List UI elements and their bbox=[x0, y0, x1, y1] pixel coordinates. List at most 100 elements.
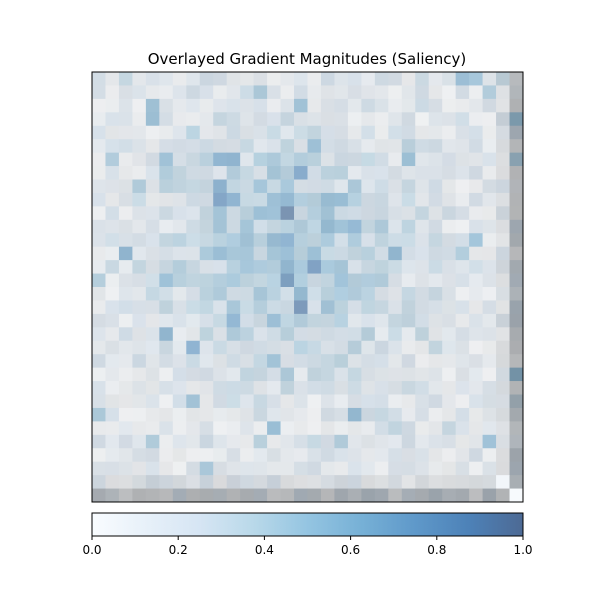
heatmap-cell bbox=[172, 179, 187, 194]
heatmap-cell bbox=[159, 354, 174, 369]
heatmap-cell bbox=[145, 206, 160, 221]
heatmap-cell bbox=[320, 233, 335, 248]
heatmap-cell bbox=[199, 139, 214, 154]
heatmap-cell bbox=[118, 246, 133, 261]
heatmap-cell bbox=[334, 461, 349, 476]
heatmap-cell bbox=[415, 166, 430, 180]
heatmap-cell bbox=[294, 72, 308, 86]
heatmap-cell bbox=[428, 179, 443, 194]
heatmap-cell bbox=[240, 72, 255, 86]
heatmap-cell bbox=[213, 327, 228, 342]
heatmap-cell bbox=[145, 381, 160, 395]
heatmap-cell bbox=[145, 219, 160, 234]
heatmap-cell bbox=[199, 246, 214, 261]
heatmap-cell bbox=[482, 300, 497, 315]
heatmap-cell bbox=[145, 287, 160, 301]
heatmap-cell bbox=[186, 407, 201, 422]
heatmap-cell bbox=[280, 192, 295, 207]
heatmap-cell bbox=[374, 125, 389, 140]
heatmap-cell bbox=[267, 488, 281, 503]
heatmap-cell bbox=[469, 219, 483, 234]
heatmap-cell bbox=[307, 421, 322, 436]
heatmap-cell bbox=[92, 192, 106, 207]
heatmap-cell bbox=[428, 313, 443, 328]
heatmap-cell bbox=[428, 260, 443, 274]
heatmap-cell bbox=[455, 488, 470, 503]
heatmap-cell bbox=[509, 300, 524, 315]
heatmap-cell bbox=[388, 139, 403, 154]
heatmap-cell bbox=[509, 139, 524, 154]
heatmap-cell bbox=[496, 421, 510, 436]
heatmap-cell bbox=[509, 72, 524, 86]
heatmap-cell bbox=[105, 475, 120, 489]
heatmap-cell bbox=[92, 313, 106, 328]
heatmap-cell bbox=[361, 407, 376, 422]
heatmap-cell bbox=[253, 166, 268, 180]
heatmap-cell bbox=[159, 98, 174, 113]
heatmap-cell bbox=[415, 300, 430, 315]
heatmap-cell bbox=[496, 72, 510, 86]
heatmap-cell bbox=[415, 152, 430, 167]
heatmap-cell bbox=[118, 340, 133, 355]
heatmap-cell bbox=[374, 85, 389, 100]
heatmap-cell bbox=[280, 112, 295, 127]
heatmap-cell bbox=[415, 421, 430, 436]
heatmap-cell bbox=[334, 246, 349, 261]
heatmap-cell bbox=[92, 260, 106, 274]
heatmap-cell bbox=[455, 461, 470, 476]
heatmap-cell bbox=[361, 179, 376, 194]
heatmap-cell bbox=[428, 367, 443, 382]
heatmap-cell bbox=[294, 206, 308, 221]
heatmap-cell bbox=[509, 421, 524, 436]
heatmap-cell bbox=[159, 260, 174, 274]
heatmap-cell bbox=[105, 206, 120, 221]
heatmap-cell bbox=[240, 313, 255, 328]
heatmap-cell bbox=[496, 448, 510, 463]
heatmap-cell bbox=[267, 407, 281, 422]
heatmap-cell bbox=[132, 475, 147, 489]
heatmap-cell bbox=[159, 475, 174, 489]
heatmap-cell bbox=[240, 354, 255, 369]
heatmap-cell bbox=[415, 461, 430, 476]
heatmap-cell bbox=[428, 112, 443, 127]
heatmap-cell bbox=[361, 139, 376, 154]
heatmap-cell bbox=[347, 85, 362, 100]
heatmap-cell bbox=[401, 421, 416, 436]
heatmap-cell bbox=[145, 85, 160, 100]
heatmap-cell bbox=[442, 434, 457, 449]
heatmap-cell bbox=[455, 273, 470, 288]
heatmap-cell bbox=[294, 233, 308, 248]
heatmap-cell bbox=[334, 300, 349, 315]
heatmap-cell bbox=[482, 421, 497, 436]
heatmap-cell bbox=[145, 233, 160, 248]
heatmap-cell bbox=[428, 340, 443, 355]
heatmap-cell bbox=[145, 354, 160, 369]
heatmap-cell bbox=[361, 125, 376, 140]
heatmap-cell bbox=[509, 85, 524, 100]
heatmap-cell bbox=[267, 327, 281, 342]
heatmap-cell bbox=[118, 327, 133, 342]
heatmap-cell bbox=[213, 152, 228, 167]
heatmap-cell bbox=[226, 313, 241, 328]
heatmap-cell bbox=[320, 434, 335, 449]
heatmap-cell bbox=[186, 233, 201, 248]
heatmap-cell bbox=[442, 166, 457, 180]
heatmap-cell bbox=[132, 125, 147, 140]
heatmap-cell bbox=[172, 300, 187, 315]
heatmap-cell bbox=[482, 434, 497, 449]
heatmap-cell bbox=[442, 407, 457, 422]
heatmap-cell bbox=[92, 72, 106, 86]
heatmap-cell bbox=[253, 300, 268, 315]
heatmap-cell bbox=[469, 206, 483, 221]
heatmap-cell bbox=[267, 233, 281, 248]
heatmap-cell bbox=[320, 340, 335, 355]
heatmap-cell bbox=[334, 273, 349, 288]
heatmap-cell bbox=[294, 381, 308, 395]
heatmap-cell bbox=[253, 72, 268, 86]
heatmap-cell bbox=[455, 85, 470, 100]
heatmap-cell bbox=[159, 152, 174, 167]
heatmap-cell bbox=[145, 488, 160, 503]
heatmap-cell bbox=[442, 246, 457, 261]
heatmap-cell bbox=[294, 85, 308, 100]
heatmap-cell bbox=[388, 166, 403, 180]
